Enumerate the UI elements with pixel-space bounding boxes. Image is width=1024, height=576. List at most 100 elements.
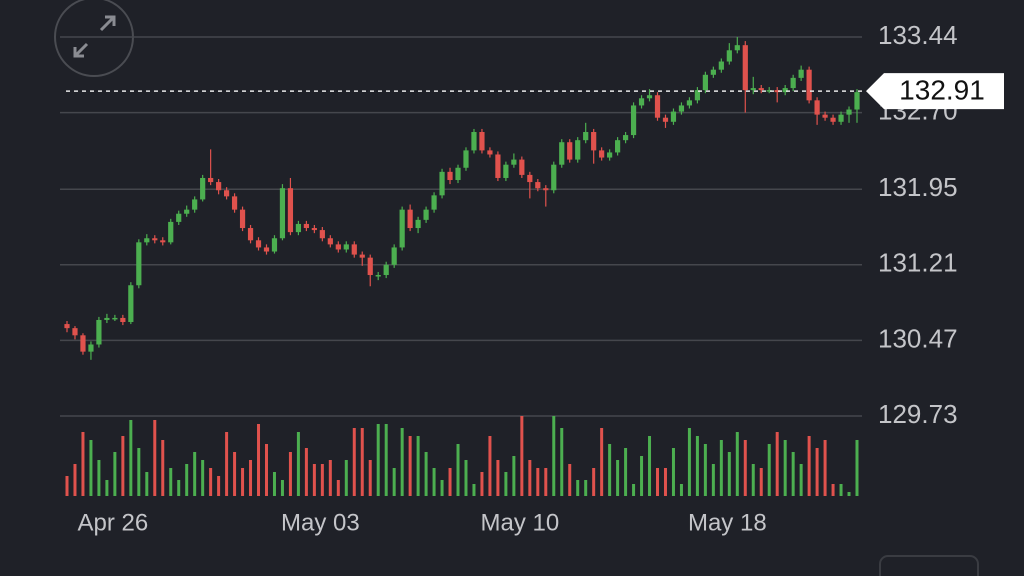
candle-body [551, 164, 557, 191]
candle-body [543, 188, 549, 191]
candle-body [216, 182, 222, 191]
volume-bar [177, 480, 181, 496]
candle-body [822, 114, 828, 118]
volume-bar [472, 484, 476, 496]
volume-bar [89, 440, 93, 496]
volume-bar [552, 416, 556, 496]
volume-bar [376, 424, 380, 496]
candle-body [511, 159, 517, 165]
candle-body [479, 132, 485, 151]
last-price-label: 132.91 [899, 75, 985, 106]
candle-body [527, 174, 533, 183]
volume-bar [775, 432, 779, 496]
corner-button[interactable] [879, 555, 979, 576]
candle-body [615, 140, 621, 153]
volume-bar [767, 444, 771, 496]
volume-bar [408, 436, 412, 496]
volume-bar [496, 460, 500, 496]
candle-body [846, 109, 852, 115]
volume-bar [193, 452, 197, 496]
volume-bar [129, 420, 133, 496]
y-tick-label: 131.95 [878, 172, 958, 202]
candle-body [255, 240, 262, 248]
x-tick-label: May 03 [281, 509, 360, 536]
candle-body [192, 199, 198, 210]
volume-bar [264, 444, 268, 496]
y-tick-label: 130.47 [878, 323, 958, 353]
y-tick-label: 131.21 [878, 248, 958, 278]
candle-body [463, 150, 469, 168]
volume-bar [400, 428, 404, 496]
candle-body [734, 45, 740, 51]
volume-bar [288, 452, 292, 496]
volume-bar [624, 448, 628, 496]
volume-bar [233, 452, 237, 496]
candle-body [383, 264, 389, 276]
candle-body [726, 50, 732, 62]
volume-bar [488, 436, 492, 496]
candle-body [519, 159, 525, 175]
candle-body [144, 238, 150, 243]
candle-body [447, 171, 453, 181]
candle-body [176, 213, 182, 222]
volume-bar [257, 424, 261, 496]
candle-body [702, 74, 708, 91]
candle-body [678, 105, 685, 112]
candle-body [223, 190, 230, 197]
volume-bar [743, 440, 747, 496]
volume-bar [839, 484, 843, 496]
candle-body [112, 317, 118, 320]
volume-bar [799, 464, 803, 496]
candle-body [327, 238, 333, 245]
candle-body [806, 69, 812, 101]
volume-bar [296, 432, 300, 496]
candle-body [136, 242, 142, 286]
volume-bar [448, 468, 452, 496]
volume-bar [169, 468, 173, 496]
volume-bar [304, 448, 308, 496]
candle-body [247, 228, 254, 241]
candle-body [622, 135, 629, 141]
candle-body [239, 209, 246, 229]
volume-bar [344, 460, 348, 496]
candle-body [104, 317, 110, 320]
candle-body [120, 317, 126, 323]
candle-body [607, 152, 613, 158]
candle-body [503, 164, 509, 178]
volume-bar [608, 444, 612, 496]
volume-bar [815, 448, 819, 496]
candle-body [231, 196, 238, 210]
volume-bar [544, 468, 548, 496]
volume-bar [719, 440, 723, 496]
x-tick-label: Apr 26 [78, 509, 149, 536]
candle-body [838, 114, 844, 122]
candle-body [854, 92, 860, 110]
candle-body [535, 182, 541, 189]
volume-bar [81, 432, 85, 496]
candle-body [670, 111, 677, 122]
candle-body [200, 177, 206, 200]
volume-bar [424, 452, 428, 496]
candle-body [638, 98, 645, 106]
candle-body [303, 223, 309, 229]
x-tick-label: May 18 [688, 509, 767, 536]
candle-body [415, 219, 421, 229]
candle-body [814, 100, 820, 115]
candle-body [311, 228, 317, 231]
candle-body [487, 150, 493, 155]
y-tick-label: 129.73 [878, 399, 958, 429]
candle-body [295, 223, 302, 233]
candle-body [567, 142, 573, 160]
volume-bar [695, 436, 699, 496]
volume-bar [528, 460, 532, 496]
volume-bar [711, 464, 715, 496]
volume-bar [600, 428, 604, 496]
candle-body [160, 240, 166, 243]
candle-body [343, 244, 349, 250]
volume-bar [847, 492, 851, 496]
candle-body [782, 88, 788, 93]
volume-bar [703, 444, 707, 496]
candle-body [630, 105, 637, 136]
expand-icon [73, 15, 116, 58]
candle-body [367, 257, 373, 276]
